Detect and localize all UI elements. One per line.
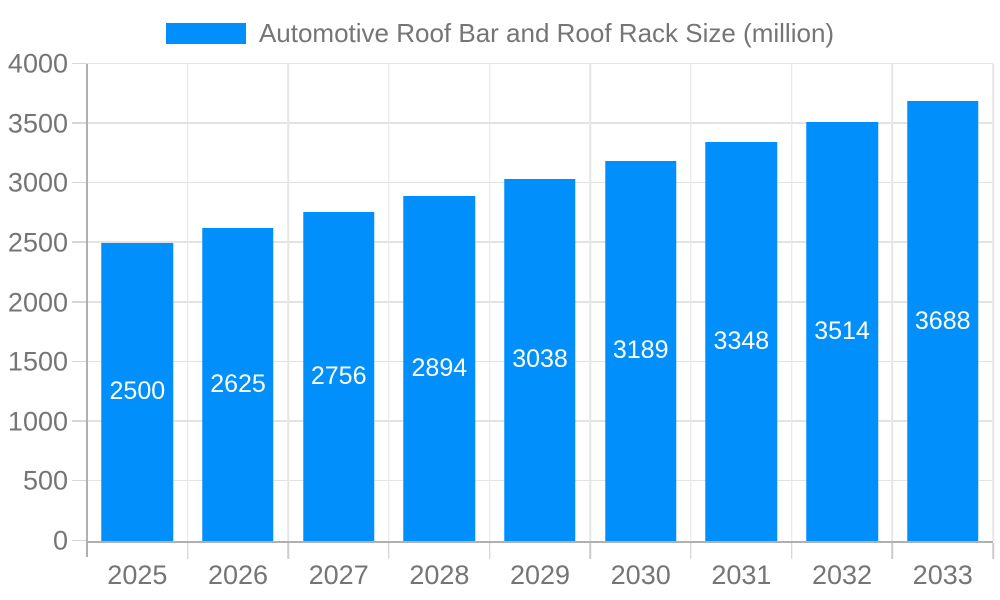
- y-axis-line: [86, 64, 88, 557]
- y-axis-label: 1500: [7, 346, 68, 377]
- bar-value-label: 2756: [310, 362, 367, 391]
- y-axis-tick: [72, 539, 87, 541]
- y-axis-tick: [72, 241, 87, 243]
- y-axis-label: 3500: [7, 108, 68, 139]
- bar-slot: 3514: [792, 64, 893, 541]
- y-axis-label: 2500: [7, 227, 68, 258]
- y-axis-tick: [72, 301, 87, 303]
- y-axis-label: 3000: [7, 167, 68, 198]
- bar-2025[interactable]: 2500: [101, 242, 174, 541]
- bar-value-label: 3038: [512, 345, 568, 374]
- bars-row: 2500 2625 2756 2894 3038 3189 3348 3514 3688: [87, 64, 993, 541]
- bar-value-label: 2625: [210, 369, 266, 398]
- gridline-vertical: [388, 64, 390, 541]
- y-axis-tick: [72, 420, 87, 422]
- y-axis-label: 1000: [7, 406, 68, 437]
- x-axis-label: 2029: [509, 560, 571, 590]
- x-axis-label: 2032: [812, 560, 873, 590]
- bar-slot: 3189: [590, 64, 691, 541]
- x-axis-tick: [891, 543, 894, 559]
- x-axis-tick: [287, 543, 290, 559]
- gridline-vertical: [186, 64, 189, 541]
- gridline-vertical: [589, 64, 592, 541]
- y-axis-tick: [72, 360, 87, 363]
- x-axis-tick: [488, 543, 491, 559]
- bar-2030[interactable]: 3189: [604, 160, 677, 541]
- bar-slot: 3348: [691, 64, 792, 541]
- x-axis-label: 2025: [107, 560, 168, 590]
- gridline-horizontal: [87, 62, 993, 64]
- x-axis-label: 2028: [409, 560, 470, 590]
- bar-2027[interactable]: 2756: [302, 212, 375, 541]
- gridline-vertical: [690, 64, 692, 541]
- y-axis-label: 2000: [7, 287, 68, 317]
- x-axis-label: 2026: [207, 560, 269, 590]
- bar-slot: 2894: [389, 64, 490, 541]
- y-axis-label: 0: [52, 525, 68, 556]
- gridline-vertical: [488, 64, 491, 541]
- bar-2032[interactable]: 3514: [806, 121, 878, 541]
- bar-slot: 2500: [87, 64, 188, 541]
- x-axis-label: 2030: [610, 560, 671, 590]
- y-axis-tick: [72, 479, 87, 482]
- bar-slot: 2756: [288, 64, 389, 541]
- bar-slot: 3688: [892, 64, 993, 541]
- bar-value-label: 3189: [612, 336, 669, 365]
- legend-swatch: [165, 23, 246, 44]
- x-axis-label: 2033: [912, 560, 973, 590]
- legend-item[interactable]: Automotive Roof Bar and Roof Rack Size (…: [0, 18, 1000, 49]
- y-axis-tick: [72, 122, 87, 124]
- y-axis-labels: 0 500 1000 1500 2000 2500 3000 3500 4000: [0, 50, 68, 554]
- x-axis-tick: [992, 543, 994, 559]
- x-axis-tick: [388, 543, 390, 559]
- gridline-vertical: [992, 64, 994, 541]
- bar-value-label: 2500: [109, 377, 166, 406]
- bar-2033[interactable]: 3688: [906, 101, 979, 541]
- bar-slot: 2625: [188, 64, 289, 541]
- x-axis-tick: [589, 543, 592, 559]
- y-axis-tick: [72, 181, 87, 184]
- bar-2028[interactable]: 2894: [403, 195, 476, 541]
- x-axis-label: 2027: [308, 560, 369, 590]
- bar-value-label: 2894: [411, 353, 468, 382]
- gridline-vertical: [891, 64, 894, 541]
- x-axis-tick: [186, 543, 189, 559]
- bar-value-label: 3514: [814, 316, 870, 345]
- gridline-horizontal: [87, 122, 993, 124]
- plot-area: 2500 2625 2756 2894 3038 3189 3348 3514 3688: [72, 62, 994, 559]
- bar-2026[interactable]: 2625: [202, 227, 274, 541]
- bar-2031[interactable]: 3348: [705, 141, 778, 541]
- bar-value-label: 3688: [914, 306, 971, 335]
- bar-2029[interactable]: 3038: [504, 178, 576, 541]
- x-axis-label: 2031: [711, 560, 772, 590]
- legend-label: Automotive Roof Bar and Roof Rack Size (…: [258, 18, 835, 48]
- x-axis-tick: [790, 543, 793, 559]
- y-axis-tick: [72, 62, 87, 64]
- y-axis-label: 500: [22, 465, 68, 496]
- x-axis-labels: 2025 2026 2027 2028 2029 2030 2031 2032 2033: [87, 556, 993, 589]
- gridline-vertical: [790, 64, 793, 541]
- gridline-vertical: [287, 64, 290, 541]
- bar-value-label: 3348: [713, 326, 770, 355]
- x-axis-tick: [690, 543, 692, 559]
- y-axis-label: 4000: [7, 48, 68, 79]
- bar-slot: 3038: [490, 64, 591, 541]
